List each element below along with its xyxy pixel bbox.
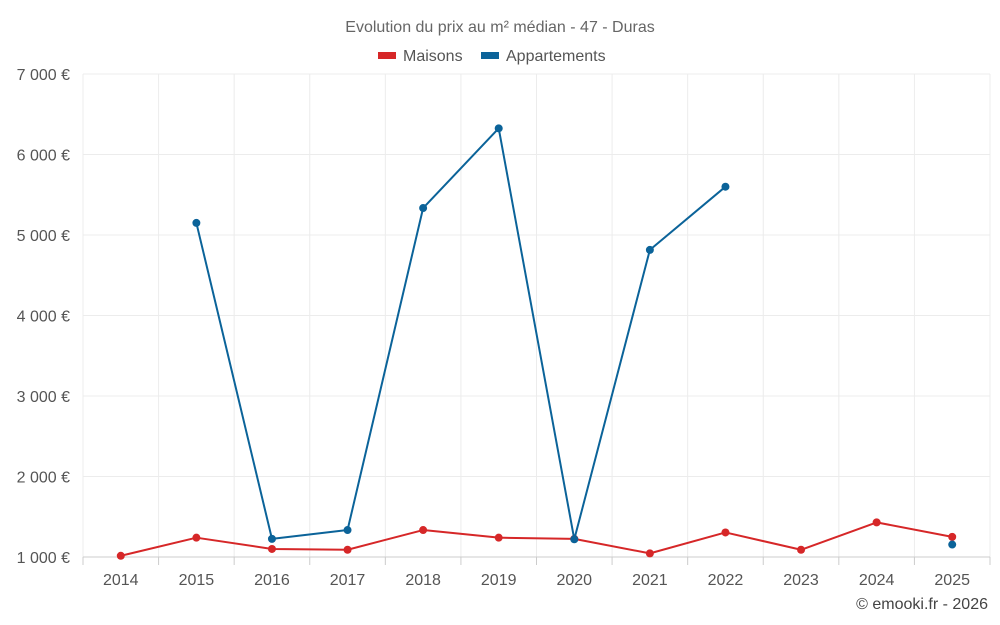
- data-point-maisons: [797, 545, 806, 554]
- x-tick-label: 2020: [556, 572, 592, 589]
- credit-text: © emooki.fr - 2026: [856, 596, 988, 613]
- data-point-maisons: [267, 544, 276, 553]
- y-tick-label: 1 000 €: [17, 550, 70, 567]
- legend-item-appartements[interactable]: Appartements: [506, 48, 606, 65]
- legend-swatch-appartements: [481, 52, 499, 59]
- data-point-maisons: [948, 532, 957, 541]
- y-tick-label: 4 000 €: [17, 309, 70, 326]
- data-point-appartements: [343, 526, 352, 535]
- series-line-appartements: [195, 127, 727, 541]
- y-tick-label: 3 000 €: [17, 389, 70, 406]
- legend-item-maisons[interactable]: Maisons: [403, 48, 463, 65]
- data-point-maisons: [494, 533, 503, 542]
- data-point-maisons: [721, 528, 730, 537]
- data-point-maisons: [343, 545, 352, 554]
- x-tick-label: 2017: [330, 572, 366, 589]
- data-point-maisons: [645, 549, 654, 558]
- y-tick-label: 7 000 €: [17, 67, 70, 84]
- legend-swatch-maisons: [378, 52, 396, 59]
- data-point-appartements: [267, 534, 276, 543]
- data-point-appartements: [419, 204, 428, 213]
- x-tick-label: 2014: [103, 572, 139, 589]
- data-point-appartements: [192, 218, 201, 227]
- data-point-appartements: [645, 245, 654, 254]
- data-point-appartements: [494, 124, 503, 133]
- x-tick-label: 2018: [405, 572, 441, 589]
- data-point-maisons: [872, 518, 881, 527]
- data-point-maisons: [116, 551, 125, 560]
- y-axis: 1 000 € 2 000 € 3 000 € 4 000 € 5 000 € 6 000…: [17, 67, 70, 567]
- x-tick-label: 2019: [481, 572, 517, 589]
- x-tick-label: 2024: [859, 572, 895, 589]
- x-tick-label: 2022: [708, 572, 744, 589]
- data-point-appartements: [948, 540, 957, 549]
- data-point-appartements: [721, 182, 730, 191]
- chart-title: Evolution du prix au m² médian - 47 - Du…: [345, 19, 654, 36]
- series-line-maisons: [120, 521, 953, 557]
- x-tick-label: 2023: [783, 572, 819, 589]
- data-point-maisons: [419, 526, 428, 535]
- grid-lines: [82, 73, 991, 558]
- x-tick-label: 2021: [632, 572, 668, 589]
- legend: Maisons Appartements: [378, 48, 606, 65]
- series-appartements: [192, 124, 957, 549]
- x-tick-label: 2025: [934, 572, 970, 589]
- y-tick-label: 2 000 €: [17, 470, 70, 487]
- series-maisons: [116, 518, 957, 560]
- data-point-maisons: [192, 533, 201, 542]
- x-axis: 2014 2015 2016 2017 2018 2019 2020 2021 2022 2023…: [82, 556, 991, 589]
- series-layer: [116, 124, 957, 560]
- data-point-appartements: [570, 535, 579, 544]
- x-tick-label: 2015: [179, 572, 215, 589]
- y-tick-label: 5 000 €: [17, 228, 70, 245]
- y-tick-label: 6 000 €: [17, 148, 70, 165]
- x-tick-label: 2016: [254, 572, 290, 589]
